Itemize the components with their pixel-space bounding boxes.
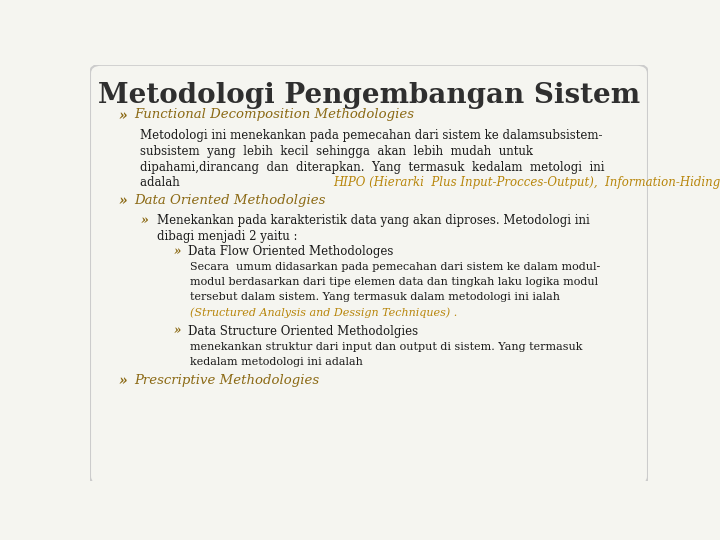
- Text: Menekankan pada karakteristik data yang akan diproses. Metodologi ini: Menekankan pada karakteristik data yang …: [157, 214, 590, 227]
- Text: »: »: [174, 245, 181, 259]
- Text: HIPO (Hierarki  Plus Input-Procces-Output),  Information-Hiding,  dll.: HIPO (Hierarki Plus Input-Procces-Output…: [333, 177, 720, 190]
- Text: menekankan struktur dari input dan output di sistem. Yang termasuk: menekankan struktur dari input dan outpu…: [190, 342, 583, 352]
- Text: kedalam metodologi ini adalah: kedalam metodologi ini adalah: [190, 357, 370, 367]
- Text: Metodologi ini menekankan pada pemecahan dari sistem ke dalamsubsistem-: Metodologi ini menekankan pada pemecahan…: [140, 129, 603, 142]
- Text: adalah: adalah: [140, 177, 184, 190]
- Text: dibagi menjadi 2 yaitu :: dibagi menjadi 2 yaitu :: [157, 230, 297, 243]
- Text: »: »: [174, 325, 181, 338]
- Text: Data Structure Oriented Methodolgies: Data Structure Oriented Methodolgies: [188, 325, 418, 338]
- Text: tersebut dalam sistem. Yang termasuk dalam metodologi ini ialah: tersebut dalam sistem. Yang termasuk dal…: [190, 293, 564, 302]
- Text: »: »: [140, 214, 148, 227]
- Text: »: »: [118, 374, 127, 388]
- Text: Functional Decomposition Methodologies: Functional Decomposition Methodologies: [135, 109, 415, 122]
- Text: Metodologi Pengembangan Sistem: Metodologi Pengembangan Sistem: [98, 82, 640, 109]
- Text: Prescriptive Methodologies: Prescriptive Methodologies: [135, 374, 320, 387]
- Text: Data Oriented Methodolgies: Data Oriented Methodolgies: [135, 194, 326, 207]
- Text: Secara  umum didasarkan pada pemecahan dari sistem ke dalam modul-: Secara umum didasarkan pada pemecahan da…: [190, 262, 600, 272]
- FancyBboxPatch shape: [90, 65, 648, 485]
- Text: »: »: [118, 109, 127, 123]
- Text: (Structured Analysis and Dessign Techniques) .: (Structured Analysis and Dessign Techniq…: [190, 307, 458, 318]
- Text: subsistem  yang  lebih  kecil  sehingga  akan  lebih  mudah  untuk: subsistem yang lebih kecil sehingga akan…: [140, 145, 534, 158]
- Text: »: »: [118, 194, 127, 208]
- Text: dipahami,dirancang  dan  diterapkan.  Yang  termasuk  kedalam  metologi  ini: dipahami,dirancang dan diterapkan. Yang …: [140, 160, 605, 174]
- Text: Data Flow Oriented Methodologes: Data Flow Oriented Methodologes: [188, 245, 393, 259]
- Text: modul berdasarkan dari tipe elemen data dan tingkah laku logika modul: modul berdasarkan dari tipe elemen data …: [190, 278, 598, 287]
